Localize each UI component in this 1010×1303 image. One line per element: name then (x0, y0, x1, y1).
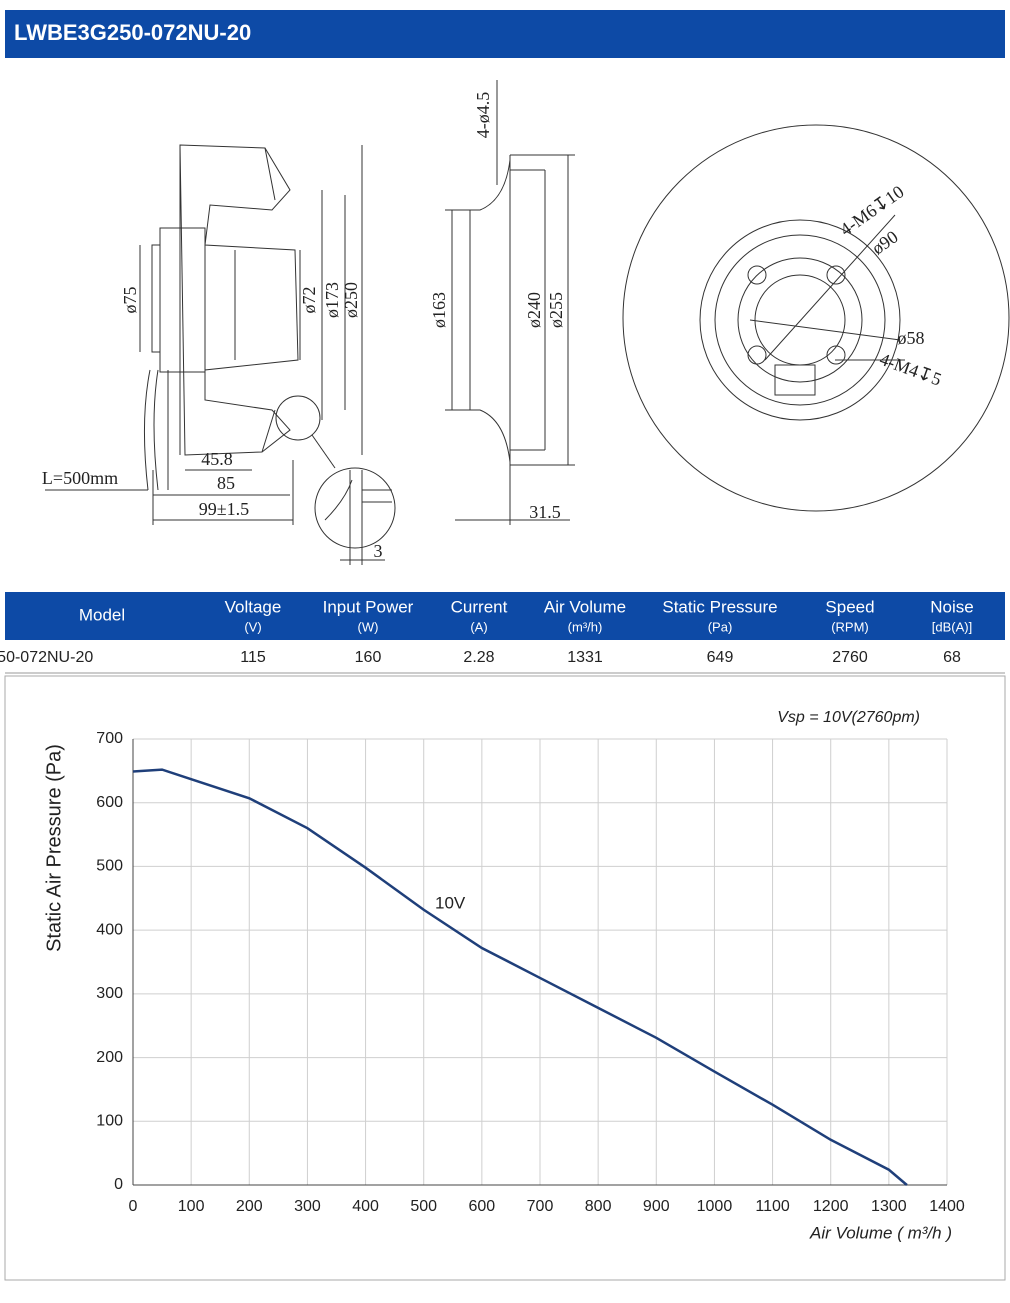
table-cell: 2760 (832, 649, 868, 666)
y-tick-label: 400 (96, 921, 123, 938)
x-tick-label: 1000 (697, 1198, 733, 1215)
x-tick-label: 1300 (871, 1198, 907, 1215)
y-tick-label: 300 (96, 985, 123, 1002)
x-tick-label: 500 (410, 1198, 437, 1215)
dim-label: ø173 (322, 282, 342, 318)
x-tick-label: 100 (178, 1198, 205, 1215)
y-tick-label: 100 (96, 1113, 123, 1130)
dim-label: ø250 (341, 282, 361, 318)
x-tick-label: 600 (469, 1198, 496, 1215)
column-header: Voltage (225, 597, 282, 616)
x-tick-label: 400 (352, 1198, 379, 1215)
header-title: LWBE3G250-072NU-20 (14, 20, 251, 45)
y-tick-label: 0 (114, 1176, 123, 1193)
column-header: Air Volume (544, 597, 626, 616)
column-unit: (V) (244, 619, 261, 634)
column-unit: (W) (358, 619, 379, 634)
column-header: Speed (825, 597, 874, 616)
x-tick-label: 0 (129, 1198, 138, 1215)
x-tick-label: 1400 (929, 1198, 965, 1215)
dim-label: L=500mm (42, 468, 118, 488)
column-unit: (m³/h) (568, 619, 603, 634)
dimension-labels: ø75 ø72 ø173 ø250 45.8 85 99±1.5 L=500mm… (42, 92, 944, 561)
y-tick-label: 700 (96, 730, 123, 747)
y-tick-label: 500 (96, 858, 123, 875)
table-cell: 1331 (567, 649, 603, 666)
series-line (132, 768, 908, 1186)
dim-label: 4-M6↧10 (836, 181, 907, 239)
spec-table: Model Voltage (V) Input Power (W) Current (A) A… (0, 597, 974, 666)
dim-label: ø90 (868, 227, 902, 259)
table-cell: 649 (707, 649, 734, 666)
column-header: Noise (930, 597, 973, 616)
series-label: 10V (435, 893, 466, 912)
dim-label: ø255 (546, 292, 566, 328)
column-unit: (Pa) (708, 619, 733, 634)
header-bar (5, 10, 1005, 58)
chart-frame (4, 675, 1006, 1281)
technical-drawing (45, 80, 1010, 565)
x-tick-label: 1200 (813, 1198, 849, 1215)
column-unit: (RPM) (831, 619, 869, 634)
table-cell: 115 (240, 649, 266, 666)
column-unit: [dB(A)] (932, 619, 972, 634)
dim-label: ø75 (120, 287, 140, 314)
dim-label: 99±1.5 (199, 499, 249, 519)
column-unit: (A) (470, 619, 487, 634)
x-tick-label: 900 (643, 1198, 670, 1215)
dim-label: 85 (217, 473, 235, 493)
column-header: Current (451, 597, 508, 616)
y-axis-label: Static Air Pressure (Pa) (43, 744, 65, 952)
y-tick-label: 600 (96, 794, 123, 811)
dim-label: ø163 (429, 292, 449, 328)
table-cell: LWBE3G250-072NU-20 (0, 649, 93, 666)
x-tick-label: 300 (294, 1198, 321, 1215)
table-header (5, 592, 1005, 640)
column-header: Model (79, 605, 125, 624)
table-cell: 68 (943, 649, 961, 666)
dim-label: 3 (374, 541, 383, 561)
dim-label: 31.5 (529, 502, 561, 522)
dim-label: 45.8 (201, 449, 233, 469)
dim-label: 4-ø4.5 (473, 92, 493, 139)
column-header: Static Pressure (662, 597, 777, 616)
x-axis-label: Air Volume ( m³/h ) (809, 1223, 952, 1242)
dim-label: ø58 (898, 328, 925, 348)
table-cell: 160 (355, 649, 382, 666)
dim-label: 4-M4↧5 (877, 349, 944, 390)
dim-label: ø240 (524, 292, 544, 328)
x-tick-label: 700 (527, 1198, 554, 1215)
dim-label: ø72 (299, 287, 319, 314)
chart-annotation: Vsp = 10V(2760pm) (777, 709, 920, 726)
x-tick-label: 1100 (755, 1198, 790, 1215)
chart: Vsp = 10V(2760pm) Air Volume ( m³/h ) St… (43, 709, 965, 1242)
x-tick-label: 200 (236, 1198, 263, 1215)
x-tick-label: 800 (585, 1198, 612, 1215)
table-cell: 2.28 (463, 649, 494, 666)
column-header: Input Power (323, 597, 414, 616)
y-tick-label: 200 (96, 1049, 123, 1066)
